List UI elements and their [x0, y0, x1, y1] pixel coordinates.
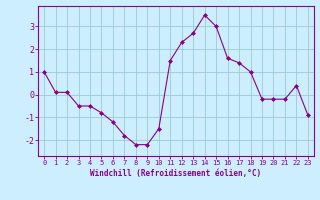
X-axis label: Windchill (Refroidissement éolien,°C): Windchill (Refroidissement éolien,°C): [91, 169, 261, 178]
